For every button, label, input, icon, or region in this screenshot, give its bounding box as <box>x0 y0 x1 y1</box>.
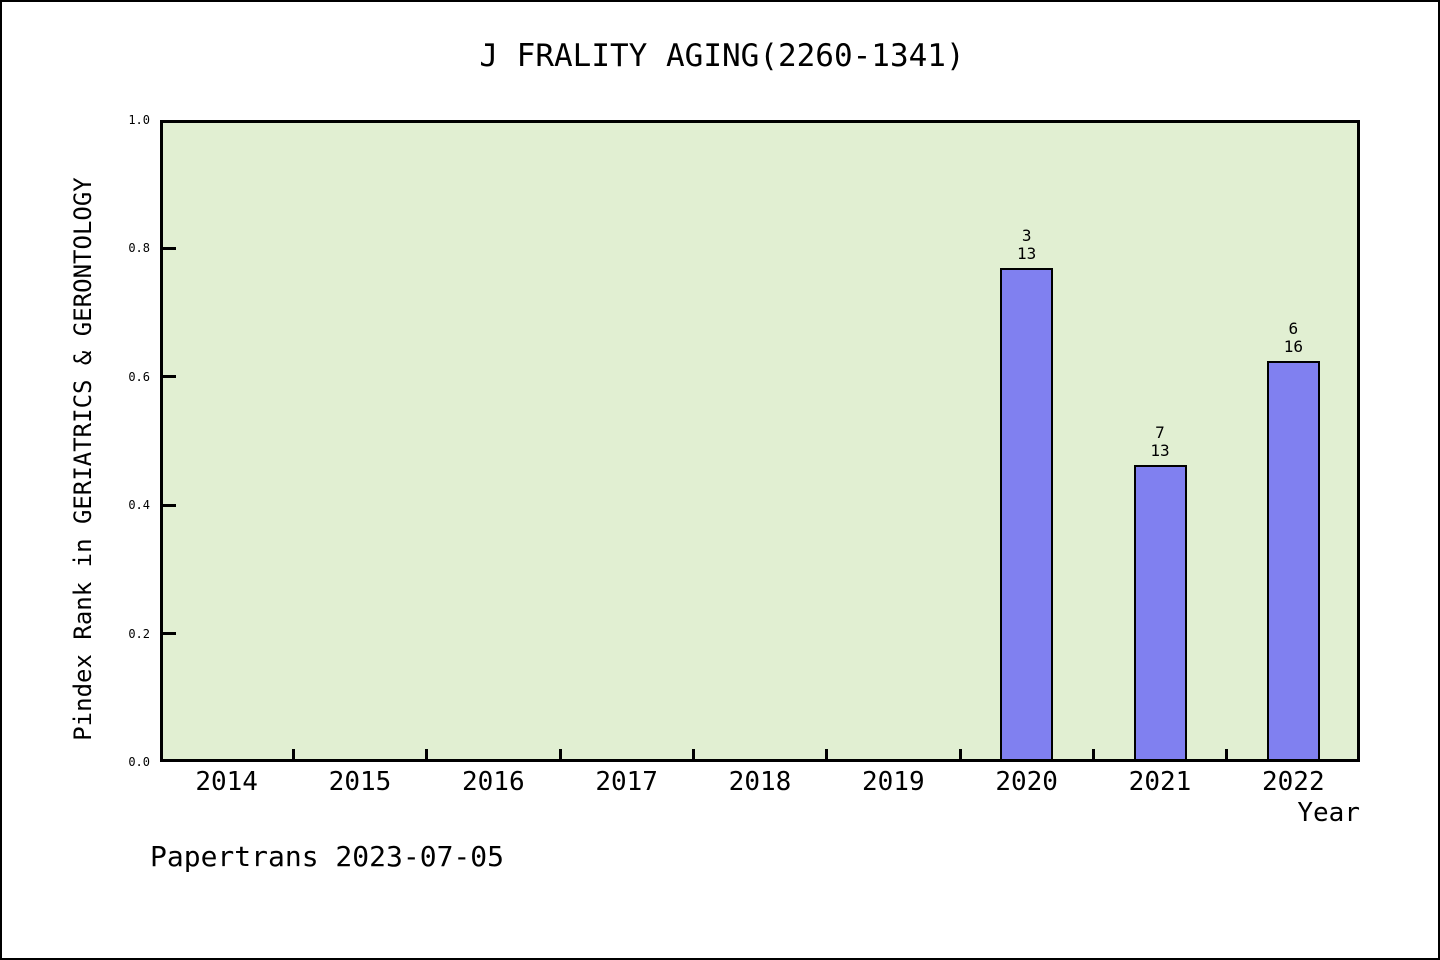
x-tick-mark <box>1225 749 1229 759</box>
x-tick-label: 2018 <box>728 767 792 797</box>
x-tick-mark <box>558 749 562 759</box>
y-tick-label: 0.2 <box>128 626 150 641</box>
y-tick-label: 0.6 <box>128 369 150 384</box>
x-tick-mark <box>291 749 295 759</box>
x-axis-label: Year <box>1297 798 1360 828</box>
y-tick-mark <box>163 375 176 379</box>
y-tick-mark <box>163 503 176 507</box>
bar-value-label-2022: 6 16 <box>1283 318 1303 356</box>
x-tick-mark <box>958 749 962 759</box>
chart-title: J FRALITY AGING(2260-1341) <box>479 38 965 74</box>
bar-2020 <box>1000 268 1054 762</box>
bar-value-label-2020: 3 13 <box>1017 226 1037 264</box>
y-tick-label: 0.8 <box>128 241 150 256</box>
x-tick-mark <box>1091 749 1095 759</box>
footer-watermark: Papertrans 2023-07-05 <box>150 840 505 873</box>
bar-2022 <box>1266 360 1320 762</box>
x-tick-mark <box>691 749 695 759</box>
y-tick-mark <box>163 632 176 636</box>
y-tick-label: 1.0 <box>128 113 150 127</box>
x-tick-label: 2017 <box>595 767 658 797</box>
x-tick-label: 2022 <box>1262 767 1325 797</box>
x-tick-label: 2021 <box>1128 767 1192 797</box>
x-tick-mark <box>825 749 829 759</box>
y-tick-label: 0.0 <box>128 755 150 769</box>
x-tick-label: 2014 <box>195 767 258 797</box>
x-tick-label: 2019 <box>862 767 925 797</box>
x-tick-label: 2016 <box>462 767 525 797</box>
y-tick-label: 0.4 <box>128 498 150 513</box>
bar-value-label-2021: 7 13 <box>1150 423 1170 461</box>
x-tick-label: 2020 <box>995 767 1058 797</box>
y-axis-label: Pindex Rank in GERIATRICS & GERONTOLOGY <box>69 177 97 741</box>
y-tick-mark <box>163 246 176 250</box>
bar-2021 <box>1133 465 1187 762</box>
x-tick-label: 2015 <box>328 767 392 797</box>
x-tick-mark <box>425 749 429 759</box>
